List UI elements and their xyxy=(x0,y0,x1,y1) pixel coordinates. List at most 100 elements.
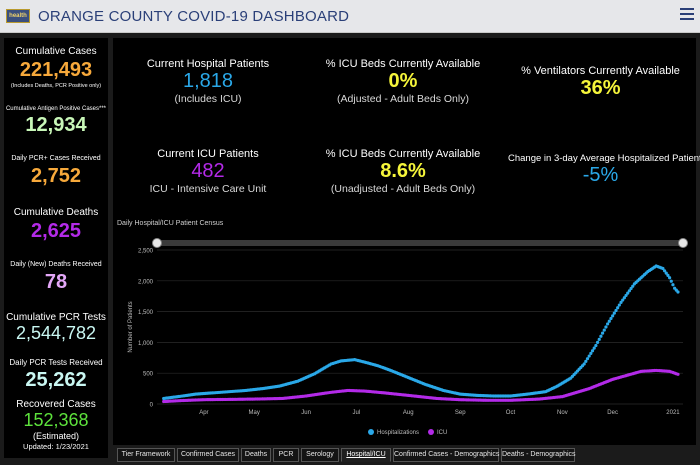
kpi-icu-unadjusted-value: 8.6% xyxy=(380,160,426,182)
data-point-hospitalizations xyxy=(629,286,633,291)
kpi-hospital-label: Current Hospital Patients xyxy=(146,58,270,70)
data-point-hospitalizations xyxy=(662,269,667,273)
kpi-icu-sub: ICU - Intensive Care Unit xyxy=(149,183,267,195)
dashboard-tabs: Tier Framework Confirmed Cases Deaths PCR Se… xyxy=(113,448,696,464)
legend-swatch-icu xyxy=(428,429,434,435)
kpi-hospital-sub: (Includes ICU) xyxy=(174,93,242,105)
y-tick-label: 1,500 xyxy=(138,310,154,316)
kpi-ventilators-value: 36% xyxy=(580,77,621,99)
tab-tier-framework[interactable]: Tier Framework xyxy=(117,448,175,462)
data-point-hospitalizations xyxy=(626,291,630,295)
x-tick-label: Sep xyxy=(455,410,466,416)
x-tick-label: May xyxy=(248,410,259,416)
data-point-hospitalizations xyxy=(622,296,626,300)
x-tick-label: Aug xyxy=(403,410,414,416)
kpi-3day-change-label: Change in 3-day Average Hospitalized Pat… xyxy=(508,153,700,164)
x-tick-label: Apr xyxy=(199,410,208,416)
daily-pcr-tests-value: 25,262 xyxy=(25,369,87,391)
x-tick-label: Oct xyxy=(506,410,516,416)
kpi-3day-change-value: -5% xyxy=(582,164,619,186)
health-agency-logo: health xyxy=(6,9,30,23)
y-tick-label: 1,000 xyxy=(138,341,154,347)
y-tick-label: 2,500 xyxy=(138,249,154,255)
data-point-hospitalizations xyxy=(664,271,668,275)
data-point-hospitalizations xyxy=(627,289,631,293)
kpi-icu-adjusted-label: % ICU Beds Currently Available xyxy=(325,58,481,70)
data-point-hospitalizations xyxy=(604,325,608,329)
tab-hospital-icu[interactable]: Hospital/ICU xyxy=(341,448,391,462)
y-tick-label: 0 xyxy=(150,403,154,409)
page-title: ORANGE COUNTY COVID-19 DASHBOARD xyxy=(38,8,350,25)
tab-confirmed-cases-demographics[interactable]: Confirmed Cases - Demographics xyxy=(393,448,499,462)
recovered-cases-label: Recovered Cases xyxy=(16,399,96,410)
legend-label-hospitalizations[interactable]: Hospitalizations xyxy=(377,430,419,436)
tab-pcr[interactable]: PCR xyxy=(273,448,299,462)
summary-sidebar: Cumulative Cases 221,493 (Includes Death… xyxy=(4,38,108,458)
tab-serology[interactable]: Serology xyxy=(301,448,339,462)
y-tick-label: 2,000 xyxy=(138,279,154,285)
data-point-hospitalizations xyxy=(614,308,618,313)
antigen-cases-label: Cumulative Antigen Positive Cases*** xyxy=(5,106,107,112)
daily-pcr-tests-label: Daily PCR Tests Received xyxy=(9,358,103,367)
range-slider-track[interactable] xyxy=(157,240,683,246)
kpi-hospital-value: 1,818 xyxy=(182,70,234,92)
antigen-cases-value: 12,934 xyxy=(25,114,87,136)
tab-deaths[interactable]: Deaths xyxy=(241,448,271,462)
kpi-icu-adjusted: % ICU Beds Currently Available 0% (Adjus… xyxy=(318,58,488,105)
data-point-hospitalizations xyxy=(612,311,616,315)
kpi-hospital-patients: Current Hospital Patients 1,818 (Include… xyxy=(123,58,293,105)
tab-deaths-demographics[interactable]: Deaths - Demographics xyxy=(501,448,576,462)
tab-confirmed-cases[interactable]: Confirmed Cases xyxy=(177,448,239,462)
data-point-hospitalizations xyxy=(666,273,670,278)
recovered-cases-value: 152,368 xyxy=(23,410,89,430)
kpi-icu-patients: Current ICU Patients 482 ICU - Intensive… xyxy=(123,148,293,195)
data-point-hospitalizations xyxy=(624,293,628,298)
range-slider-start-handle[interactable] xyxy=(152,238,162,248)
kpi-ventilators: % Ventilators Currently Available 36% xyxy=(513,65,688,100)
hospital-icu-panel: Current Hospital Patients 1,818 (Include… xyxy=(113,38,700,445)
data-point-hospitalizations xyxy=(676,290,680,294)
app-header: health ORANGE COUNTY COVID-19 DASHBOARD xyxy=(0,0,700,33)
kpi-3day-change: Change in 3-day Average Hospitalized Pat… xyxy=(508,153,700,187)
data-point-hospitalizations xyxy=(600,331,605,335)
daily-deaths-value: 78 xyxy=(44,271,68,293)
daily-deaths-label: Daily (New) Deaths Received xyxy=(10,261,102,268)
data-point-hospitalizations xyxy=(602,328,606,332)
data-point-hospitalizations xyxy=(606,322,610,326)
kpi-icu-unadjusted: % ICU Beds Currently Available 8.6% (Una… xyxy=(318,148,488,195)
x-tick-label: Jun xyxy=(301,410,311,416)
y-axis-label: Number of Patients xyxy=(128,301,134,352)
x-tick-label: Nov xyxy=(557,410,568,416)
range-slider-end-handle[interactable] xyxy=(678,238,688,248)
kpi-ventilators-label: % Ventilators Currently Available xyxy=(521,65,680,77)
census-chart: 0 500 1,000 1,500 2,000 2,500 Number of Patien… xyxy=(128,238,688,436)
cumulative-deaths-value: 2,625 xyxy=(30,220,82,242)
legend-label-icu[interactable]: ICU xyxy=(437,430,447,436)
cumulative-deaths-label: Cumulative Deaths xyxy=(13,207,99,218)
kpi-icu-unadjusted-label: % ICU Beds Currently Available xyxy=(325,148,481,160)
data-point-hospitalizations xyxy=(584,359,588,363)
x-tick-label: Jul xyxy=(353,410,361,416)
data-point-hospitalizations xyxy=(661,266,665,271)
hamburger-menu-icon[interactable] xyxy=(680,8,694,22)
data-point-hospitalizations xyxy=(616,306,620,310)
data-point-hospitalizations xyxy=(587,354,591,358)
data-point-hospitalizations xyxy=(607,319,611,323)
y-tick-label: 500 xyxy=(143,372,154,378)
daily-pcr-cases-label: Daily PCR+ Cases Received xyxy=(11,155,101,162)
data-point-hospitalizations xyxy=(619,300,623,304)
kpi-icu-label: Current ICU Patients xyxy=(157,148,259,160)
x-tick-label: 2021 xyxy=(666,410,680,416)
data-point-hospitalizations xyxy=(611,314,615,318)
kpi-icu-adjusted-value: 0% xyxy=(388,70,418,92)
cumulative-pcr-tests-label: Cumulative PCR Tests xyxy=(6,312,106,323)
kpi-icu-value: 482 xyxy=(191,160,225,182)
data-point-hospitalizations xyxy=(585,357,590,361)
data-point-hospitalizations xyxy=(609,316,613,321)
daily-pcr-cases-value: 2,752 xyxy=(30,165,82,187)
cumulative-pcr-tests-value: 2,544,782 xyxy=(15,323,97,343)
updated-date: Updated: 1/23/2021 xyxy=(23,442,89,451)
data-point-hospitalizations xyxy=(631,284,635,288)
data-point-hospitalizations xyxy=(671,283,675,287)
